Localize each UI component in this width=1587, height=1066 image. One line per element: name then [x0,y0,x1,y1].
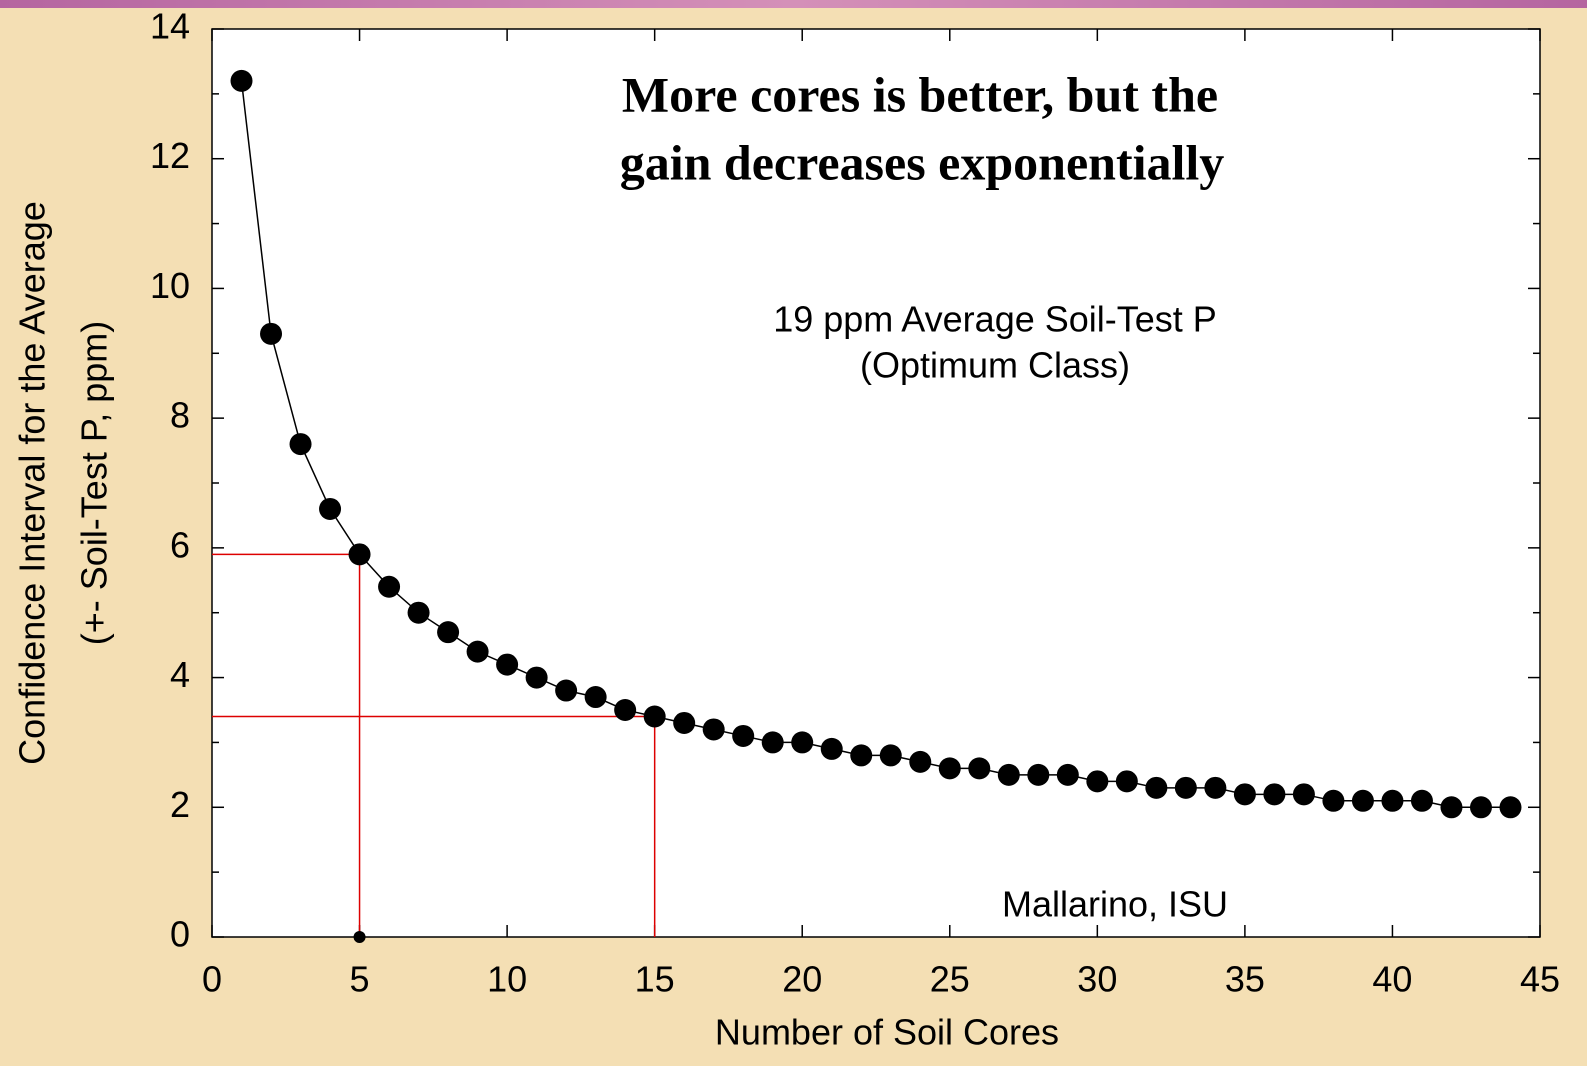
annotation: (Optimum Class) [860,345,1130,386]
data-point [1027,763,1050,786]
data-point [614,699,637,721]
data-point [702,718,725,741]
data-point [1056,763,1079,786]
x-tick-label: 40 [1372,959,1412,1000]
y-tick-label: 6 [170,524,190,565]
y-tick-label: 4 [170,654,190,695]
y-tick-label: 10 [150,265,190,306]
x-tick-label: 5 [350,959,370,1000]
data-point [348,543,371,566]
data-point [1233,783,1256,806]
data-point [1174,776,1197,799]
x-tick-label: 30 [1077,959,1117,1000]
data-point [673,711,696,734]
highlight-point [353,931,366,943]
top-band [0,0,1587,8]
data-point [1351,789,1374,812]
data-point [997,763,1020,786]
data-point [319,497,342,520]
data-point [850,744,873,767]
data-point [1381,789,1404,812]
data-point [1410,789,1433,812]
y-axis-label: (+- Soil-Test P, ppm) [74,321,115,645]
data-point [230,69,253,92]
x-tick-label: 45 [1520,959,1560,1000]
data-point [496,653,519,676]
data-point [761,731,784,754]
data-point [1322,789,1345,812]
y-tick-label: 8 [170,395,190,436]
data-point [643,705,666,728]
y-tick-label: 14 [150,6,190,47]
data-point [1440,796,1463,819]
data-point [378,575,401,598]
plot-area [211,28,1541,938]
x-tick-label: 25 [930,959,970,1000]
data-point [1292,783,1315,806]
data-point [1204,776,1227,799]
data-point [879,744,902,767]
data-point [968,757,991,780]
annotation: gain decreases exponentially [620,134,1225,190]
x-tick-label: 15 [635,959,675,1000]
annotation: More cores is better, but the [622,66,1218,122]
data-point [525,666,548,689]
data-point [820,737,843,760]
x-tick-label: 35 [1225,959,1265,1000]
data-point [1115,770,1138,793]
x-tick-label: 0 [202,959,222,1000]
x-tick-label: 20 [782,959,822,1000]
x-axis-label: Number of Soil Cores [715,1012,1059,1053]
data-point [1145,776,1168,799]
y-tick-label: 2 [170,784,190,825]
data-point [1499,796,1522,819]
annotation: 19 ppm Average Soil-Test P [773,299,1217,340]
data-point [1469,796,1492,819]
y-tick-label: 12 [150,135,190,176]
data-point [791,731,814,754]
y-tick-label: 0 [170,914,190,955]
data-point [407,601,430,624]
y-axis-label: Confidence Interval for the Average [12,201,53,765]
annotation: Mallarino, ISU [1002,884,1228,925]
data-point [732,724,755,747]
data-point [938,757,961,780]
x-tick-label: 10 [487,959,527,1000]
data-point [260,322,283,345]
data-point [466,640,489,663]
data-point [1086,770,1109,793]
data-point [584,686,607,709]
data-point [1263,783,1286,806]
data-point [437,621,460,644]
data-point [289,433,312,456]
data-point [555,679,578,702]
data-point [909,750,932,773]
